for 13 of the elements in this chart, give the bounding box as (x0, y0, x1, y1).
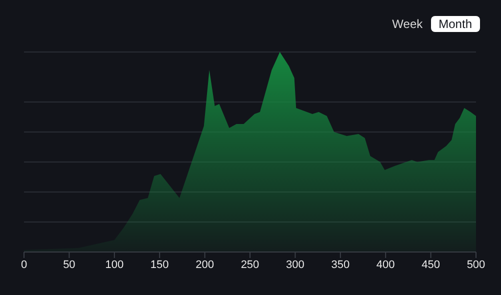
x-tick-label: 250 (240, 258, 260, 271)
x-tick-label: 450 (422, 258, 440, 271)
x-tick-label: 200 (196, 258, 214, 271)
x-tick-label: 400 (376, 258, 395, 271)
x-tick-label: 300 (286, 258, 304, 271)
x-tick-label: 50 (63, 258, 76, 271)
toggle-button[interactable]: Month (430, 16, 480, 32)
x-tick-label: 150 (150, 258, 169, 271)
x-tick-label: 350 (331, 258, 350, 271)
toggle-button[interactable]: Week (392, 17, 423, 31)
x-tick-label: 100 (105, 258, 124, 271)
x-tick-label: 0 (20, 258, 28, 271)
x-tick-label: 500 (466, 258, 486, 271)
